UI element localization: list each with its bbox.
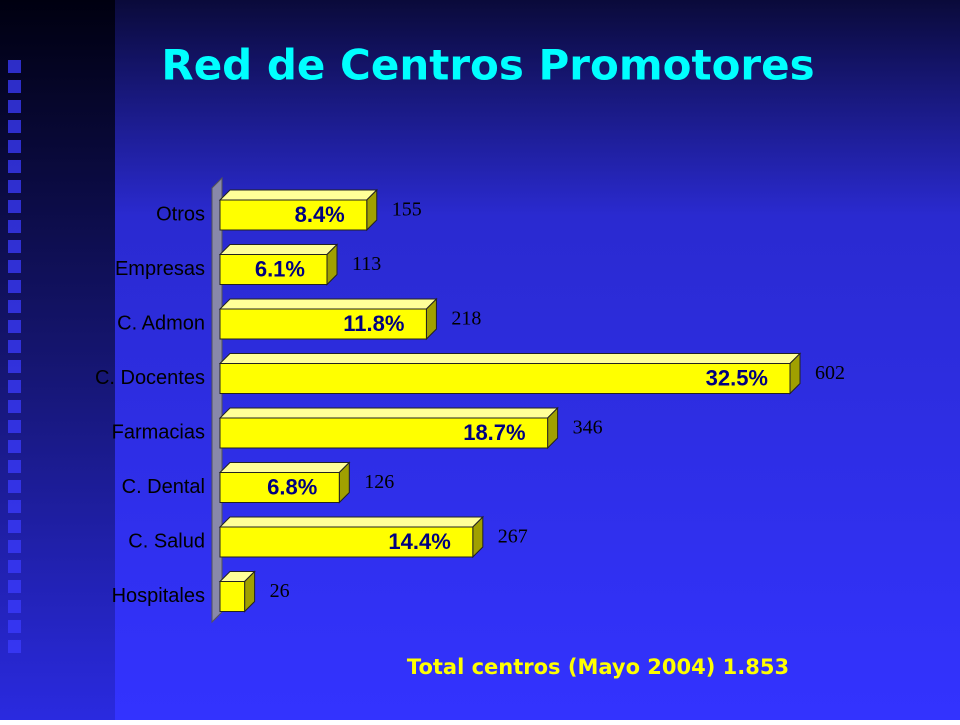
side-squares	[6, 60, 26, 660]
value-label: 602	[815, 362, 845, 384]
value-label: 346	[573, 417, 603, 439]
footer: Total centros (Mayo 2004) 1.853	[407, 655, 789, 679]
bar	[219, 472, 340, 503]
bar	[219, 199, 368, 231]
category-label: Otros	[156, 203, 205, 225]
percent-label: 8.4%	[295, 202, 345, 227]
bar-top	[218, 462, 351, 473]
bar-top	[218, 353, 802, 364]
value-label: 26	[270, 580, 290, 602]
bar	[219, 363, 791, 394]
percent-label: 32.5%	[706, 365, 768, 390]
value-label: 218	[451, 308, 481, 330]
percent-label: 18.7%	[463, 420, 525, 445]
category-label: Farmacias	[112, 421, 205, 443]
bar	[219, 254, 328, 285]
bar	[219, 308, 427, 340]
value-label: 155	[392, 199, 422, 221]
percent-label: 14.4%	[388, 529, 450, 554]
category-label: C. Admon	[117, 312, 205, 334]
category-label: C. Salud	[128, 530, 205, 552]
bar-top	[218, 516, 485, 528]
category-label: C. Docentes	[95, 367, 205, 389]
percent-label: 11.8%	[343, 311, 404, 336]
value-label: 126	[364, 471, 394, 493]
bar-top	[218, 407, 559, 419]
category-label: Hospitales	[112, 585, 205, 607]
chart-title: Red de Centros Promotores	[161, 41, 814, 90]
bar-top	[218, 298, 438, 310]
percent-label: 6.8%	[267, 474, 317, 499]
category-label: C. Dental	[122, 476, 205, 498]
bar	[219, 581, 246, 612]
bar-top	[218, 244, 339, 255]
value-label: 113	[352, 253, 381, 275]
category-label: Empresas	[115, 258, 205, 280]
bar	[219, 526, 474, 558]
value-label: 267	[498, 526, 528, 548]
percent-label: 6.1%	[255, 256, 305, 281]
bar	[219, 417, 549, 449]
bar-top	[218, 189, 378, 201]
